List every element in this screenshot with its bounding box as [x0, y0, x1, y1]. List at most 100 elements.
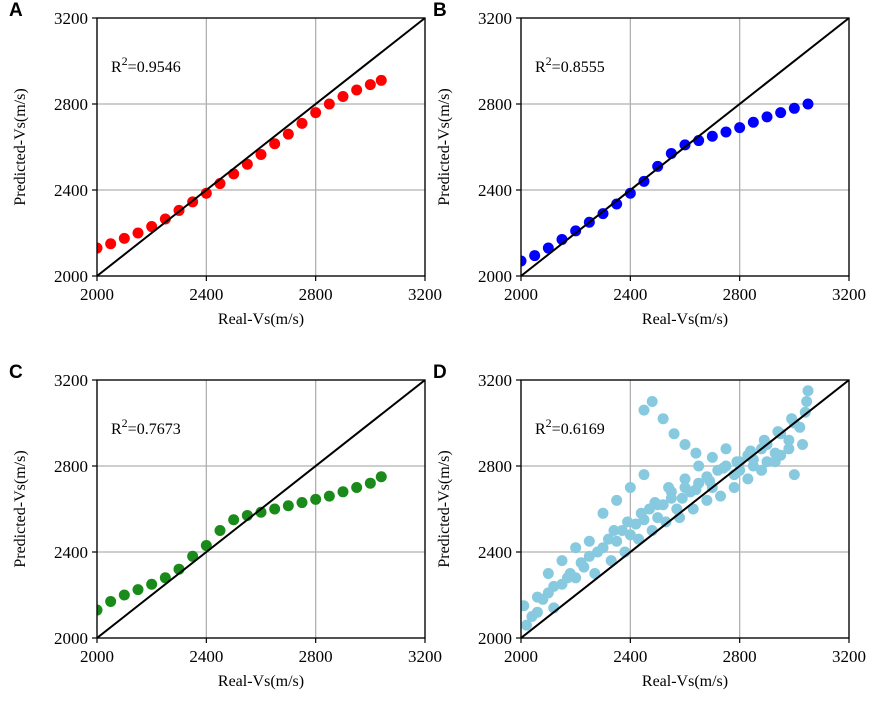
panel-letter: A	[9, 0, 23, 21]
y-tick-label: 2800	[54, 95, 88, 114]
x-tick-label: 2400	[613, 647, 647, 666]
data-point	[608, 525, 620, 536]
panel-letter: C	[9, 362, 23, 383]
reference-line	[96, 379, 426, 639]
x-tick-label: 3200	[408, 647, 442, 666]
r-squared-prefix: R	[535, 59, 546, 76]
data-point	[783, 434, 795, 446]
data-point	[570, 225, 582, 237]
r-squared-superscript: 2	[122, 54, 128, 68]
data-point	[364, 477, 376, 489]
r-squared-annotation: R2=0.7673	[111, 416, 181, 438]
y-axis-label: Predicted-Vs(m/s)	[12, 450, 29, 567]
data-point	[616, 525, 628, 536]
data-point	[622, 516, 634, 528]
r-squared-annotation: R2=0.9546	[111, 54, 181, 76]
y-tick-label: 2000	[54, 629, 88, 648]
data-point	[282, 500, 294, 512]
r-squared-prefix: R	[111, 421, 122, 438]
data-point	[570, 542, 582, 554]
y-axis-label: Predicted-Vs(m/s)	[436, 88, 453, 205]
x-tick-label: 2400	[613, 285, 647, 304]
y-tick-label: 3200	[478, 371, 512, 390]
r-squared-superscript: 2	[546, 54, 552, 68]
data-point	[734, 122, 746, 134]
data-point	[542, 242, 554, 254]
data-point	[132, 584, 144, 596]
y-tick-label: 2000	[478, 629, 512, 648]
data-point	[605, 555, 617, 567]
r-squared-superscript: 2	[546, 416, 552, 430]
data-point	[687, 503, 699, 515]
data-point	[747, 116, 759, 128]
data-point	[693, 460, 705, 472]
data-point	[364, 79, 376, 91]
data-point	[679, 473, 691, 485]
data-point	[570, 572, 582, 584]
data-point	[531, 606, 543, 618]
data-point	[597, 507, 609, 519]
data-point	[118, 589, 130, 601]
data-point	[611, 198, 623, 210]
data-point	[797, 439, 809, 450]
panel-letter: B	[433, 0, 447, 21]
x-tick-label: 2800	[723, 285, 757, 304]
r-squared-value: =0.6169	[552, 421, 605, 438]
data-point	[786, 413, 798, 425]
panel-letter: D	[433, 362, 447, 383]
r-squared-prefix: R	[111, 59, 122, 76]
data-points	[521, 385, 814, 631]
data-point	[788, 469, 800, 481]
r-squared-annotation: R2=0.8555	[535, 54, 605, 76]
plot-frame	[520, 17, 850, 277]
data-point	[548, 580, 560, 592]
data-point	[801, 396, 813, 407]
data-point	[597, 208, 609, 220]
x-tick-label: 3200	[832, 647, 866, 666]
data-point	[296, 117, 308, 129]
data-point	[255, 149, 267, 161]
data-point	[375, 74, 387, 86]
data-point	[635, 507, 647, 519]
data-point	[756, 464, 768, 476]
data-point	[241, 158, 253, 170]
x-tick-label: 2800	[299, 647, 333, 666]
data-point	[118, 232, 130, 244]
data-point	[351, 84, 363, 96]
data-point	[624, 529, 636, 541]
data-point	[624, 187, 636, 199]
data-point	[105, 595, 117, 607]
data-point	[799, 406, 811, 418]
r-squared-prefix: R	[535, 421, 546, 438]
x-axis-label: Real-Vs(m/s)	[218, 311, 304, 328]
data-point	[690, 447, 702, 459]
y-tick-label: 2000	[478, 267, 512, 286]
data-point	[761, 111, 773, 123]
data-point	[657, 413, 669, 425]
data-point	[742, 473, 754, 485]
y-axis-label: Predicted-Vs(m/s)	[12, 88, 29, 205]
data-point	[731, 456, 743, 468]
r-squared-value: =0.7673	[128, 421, 181, 438]
data-point	[649, 497, 661, 509]
data-point	[663, 482, 675, 493]
data-points	[97, 74, 387, 254]
data-point	[788, 102, 800, 114]
plot-frame	[520, 379, 850, 639]
data-point	[255, 506, 267, 518]
data-point	[646, 396, 658, 407]
data-point	[97, 604, 103, 616]
y-tick-label: 2800	[54, 457, 88, 476]
data-point	[728, 482, 740, 493]
x-tick-label: 2800	[723, 647, 757, 666]
data-points	[521, 98, 814, 267]
data-point	[200, 187, 212, 199]
data-point	[337, 90, 349, 102]
data-point	[187, 550, 199, 562]
data-point	[214, 525, 226, 536]
r-squared-value: =0.9546	[128, 59, 181, 76]
data-point	[542, 568, 554, 579]
data-points	[97, 471, 387, 616]
x-axis-label: Real-Vs(m/s)	[218, 673, 304, 690]
data-point	[97, 242, 103, 254]
